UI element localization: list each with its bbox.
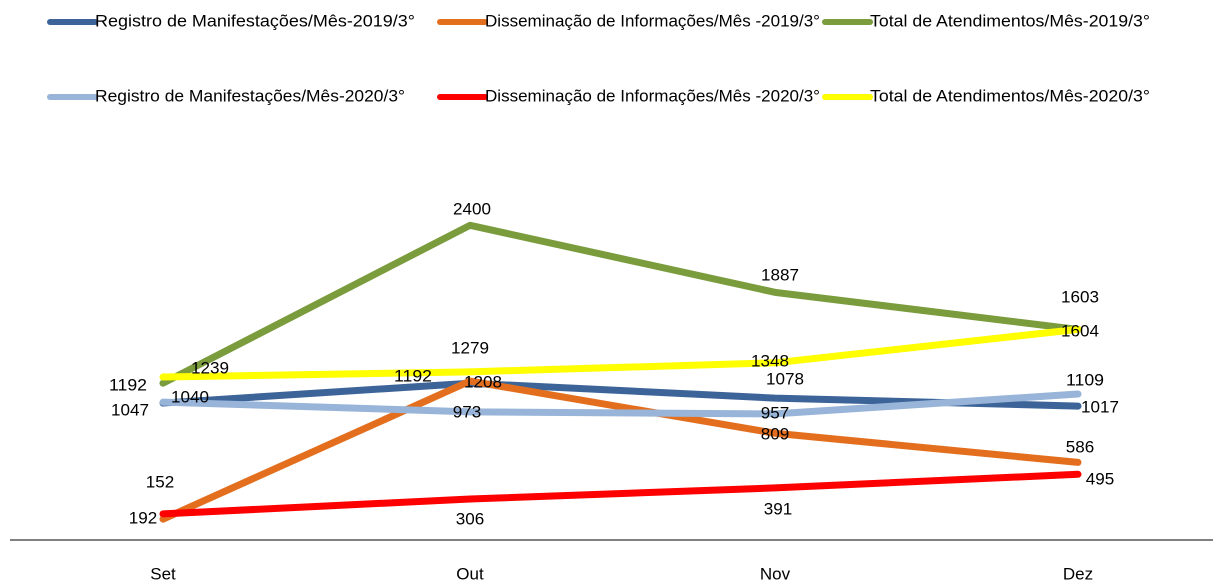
data-label: 192 [129,508,158,527]
data-label: 306 [456,509,485,528]
data-label: 809 [761,424,790,443]
data-label: 1239 [191,358,229,377]
data-label: 586 [1066,437,1095,456]
x-tick-label: Set [150,564,176,583]
data-label: 1078 [766,369,804,388]
legend-label: Registro de Manifestações/Mês-2020/3° [95,86,405,105]
data-label: 2400 [453,199,491,218]
data-label: 391 [764,499,793,518]
legend-label: Total de Atendimentos/Mês-2020/3° [870,86,1150,105]
series-line [159,325,1082,381]
series-line [159,377,1082,523]
legend-label: Disseminação de Informações/Mês -2019/3° [485,11,820,30]
legend-label: Disseminação de Informações/Mês -2020/3° [485,86,820,105]
legend-label: Registro de Manifestações/Mês-2019/3° [95,11,415,30]
series-line [159,470,1082,518]
series-line [159,390,1082,418]
data-label: 152 [146,472,175,491]
data-label: 973 [453,402,482,421]
data-label: 1040 [171,387,209,406]
legend-label: Total de Atendimentos/Mês-2019/3° [870,11,1150,30]
data-label: 495 [1086,469,1115,488]
x-tick-label: Out [456,564,484,583]
data-label: 1348 [751,351,789,370]
series-line [159,221,1082,387]
data-label: 1109 [1066,370,1104,389]
data-label: 1887 [761,265,799,284]
data-label: 957 [761,403,790,422]
data-label: 1279 [451,338,489,357]
data-label: 1017 [1081,397,1119,416]
x-tick-label: Dez [1063,564,1093,583]
data-label: 1604 [1061,321,1099,340]
data-label: 1192 [394,366,432,385]
data-label: 1047 [111,400,149,419]
x-tick-label: Nov [760,564,791,583]
data-label: 1603 [1061,287,1099,306]
data-label: 1208 [464,372,502,391]
data-label: 1192 [109,375,147,394]
